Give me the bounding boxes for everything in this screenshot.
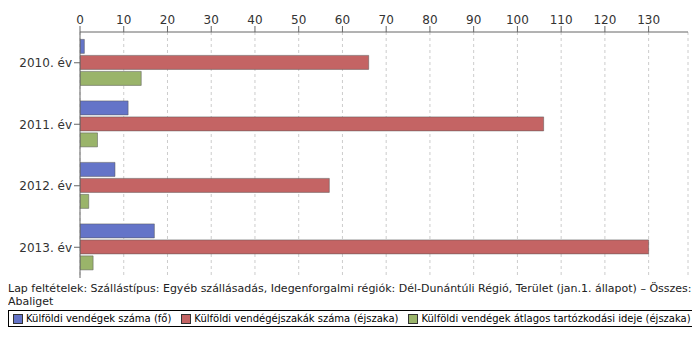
svg-text:2013. év: 2013. év [19, 241, 72, 255]
svg-text:120: 120 [593, 13, 616, 27]
svg-text:110: 110 [550, 13, 573, 27]
svg-text:50: 50 [291, 13, 306, 27]
html-text:Külföldi vendégek száma (fő): Külföldi vendégek száma (fő) [26, 313, 172, 324]
svg-text:70: 70 [379, 13, 394, 27]
svg-text:0: 0 [76, 13, 84, 27]
html-text:Külföldi vendégek átlagos tart: Külföldi vendégek átlagos tartózkodási i… [421, 313, 691, 324]
svg-text:2010. év: 2010. év [19, 56, 72, 70]
svg-text:60: 60 [335, 13, 350, 27]
html-text:Lap feltételek: Szállástípus:: Lap feltételek: Szállástípus: Egyéb szál… [8, 282, 692, 308]
svg-text:40: 40 [247, 13, 262, 27]
svg-text:30: 30 [204, 13, 219, 27]
svg-text:2012. év: 2012. év [19, 179, 72, 193]
svg-text:100: 100 [506, 13, 529, 27]
svg-text:20: 20 [160, 13, 175, 27]
svg-text:130: 130 [637, 13, 660, 27]
svg-text:90: 90 [466, 13, 481, 27]
svg-text:10: 10 [116, 13, 131, 27]
html-text:Külföldi vendégéjszakák száma: Külföldi vendégéjszakák száma (éjszaka) [194, 313, 399, 324]
svg-text:2011. év: 2011. év [19, 118, 72, 132]
svg-text:80: 80 [422, 13, 437, 27]
